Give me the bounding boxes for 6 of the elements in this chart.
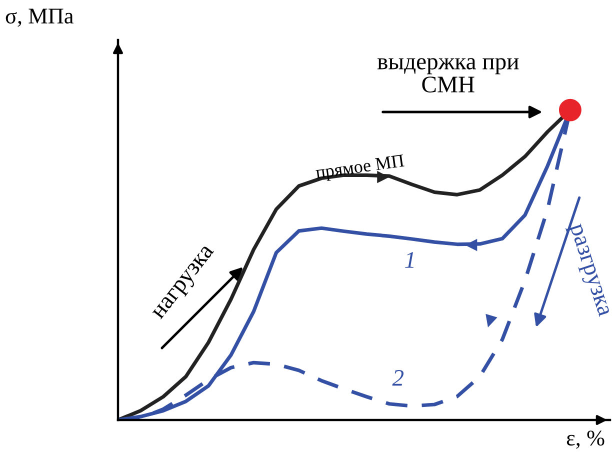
x-axis-title: ε, % (566, 430, 604, 449)
legend-label: 1 (405, 252, 414, 268)
y-axis-title: σ, МПа (6, 8, 74, 27)
text: прямое МП (315, 154, 405, 182)
series-label: 2 (392, 370, 404, 386)
text: выдержка при СМН (377, 58, 519, 92)
